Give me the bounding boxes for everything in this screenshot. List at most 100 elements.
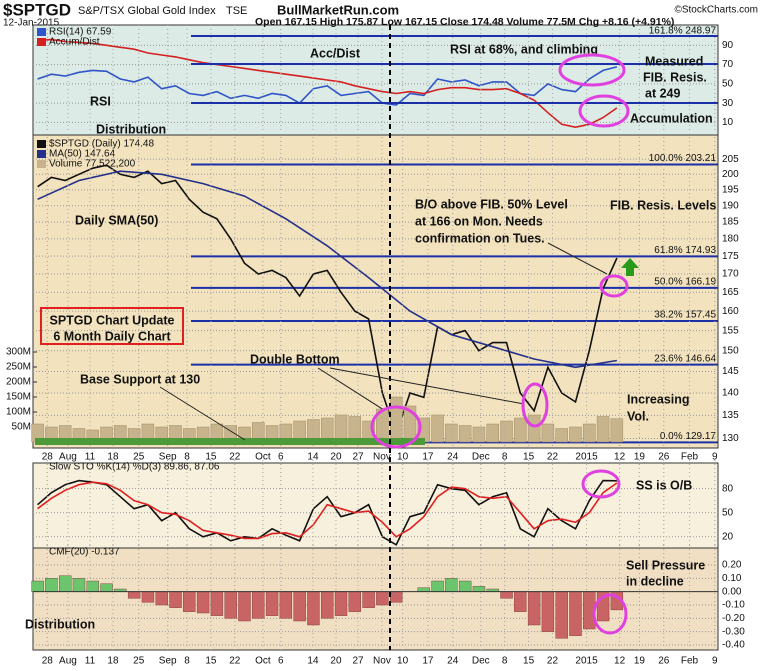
cmf-bar <box>252 591 265 619</box>
annotation: RSI <box>90 94 111 108</box>
y-tick-label: 80 <box>722 483 734 494</box>
volume-strip <box>35 438 425 445</box>
annotation: FIB. Resis. Levels <box>610 198 716 212</box>
y-tick-label: 130 <box>722 433 739 444</box>
cmf-bar <box>541 591 555 632</box>
volume-bar <box>334 414 348 443</box>
credit: ©StockCharts.com <box>674 5 758 16</box>
x-tick-label: 15 <box>523 452 535 463</box>
x-tick-label: Oct <box>255 656 271 667</box>
date: 12-Jan-2015 <box>3 18 60 29</box>
annotation: 6 Month Daily Chart <box>53 329 171 343</box>
x-tick-label: 18 <box>107 656 119 667</box>
x-tick-label: 26 <box>658 656 670 667</box>
series-line <box>37 479 617 546</box>
legend-entry: Accum/Dist <box>49 37 100 48</box>
cmf-bar <box>86 580 99 592</box>
x-tick-label: 8 <box>502 656 508 667</box>
x-tick-label: 2015 <box>575 452 598 463</box>
cmf-bar <box>169 591 182 608</box>
x-tick-label: Feb <box>681 656 699 667</box>
x-tick-label: 24 <box>447 452 459 463</box>
x-tick-label: Feb <box>681 452 699 463</box>
y-tick-label: 195 <box>722 184 739 195</box>
cmf-bar <box>265 591 279 616</box>
x-tick-label: 19 <box>634 452 646 463</box>
y-tick-label: 165 <box>722 287 739 298</box>
volume-bar <box>541 423 555 443</box>
y-tick-label: 70 <box>722 59 734 70</box>
cmf-bar <box>362 591 375 608</box>
cmf-bar <box>334 591 348 616</box>
x-tick-label: 15 <box>205 452 217 463</box>
y-tick-label: 170 <box>722 269 739 280</box>
x-tick-label: 27 <box>352 656 364 667</box>
x-tick-label: 26 <box>658 452 670 463</box>
x-tick-label: 20 <box>330 452 342 463</box>
y-tick-label: -0.10 <box>722 600 745 611</box>
cmf-bar <box>72 578 86 592</box>
fib-label: 0.0% 129.17 <box>660 431 717 442</box>
y-tick-label: 160 <box>722 306 739 317</box>
fib-label: 61.8% 174.93 <box>654 245 716 256</box>
x-tick-label: 10 <box>397 452 409 463</box>
y-tick-label: -0.30 <box>722 626 745 637</box>
y2-tick-label: 300M <box>6 347 31 358</box>
annotation: SPTGD Chart Update <box>49 313 174 327</box>
cmf-bar <box>527 591 541 626</box>
cmf-bar <box>458 580 472 592</box>
series-line <box>37 164 618 437</box>
volume-bar <box>389 396 403 443</box>
cmf-bar <box>224 591 237 619</box>
volume-bar <box>458 425 472 443</box>
cmf-bar <box>514 591 527 612</box>
legend-swatch <box>37 160 46 168</box>
arrows <box>159 242 608 441</box>
y-tick-label: 10 <box>722 117 734 128</box>
volume-bar <box>527 414 541 443</box>
x-tick-label: 18 <box>107 452 119 463</box>
y-tick-label: 135 <box>722 410 739 421</box>
legend-swatch <box>37 150 46 158</box>
x-tick-label: Aug <box>59 656 77 667</box>
x-tick-label: Sep <box>159 452 177 463</box>
annotation: confirmation on Tues. <box>415 231 545 245</box>
y-tick-label: 185 <box>722 217 739 228</box>
y-tick-label: 205 <box>722 154 739 165</box>
volume-bar <box>431 414 444 443</box>
cmf-bar <box>293 591 306 622</box>
x-tick-label: 12 <box>614 452 626 463</box>
highlights <box>370 53 630 635</box>
x-tick-label: 8 <box>184 452 190 463</box>
x-tick-label: Nov <box>373 656 391 667</box>
series-line <box>37 170 618 369</box>
y2-tick-label: 150M <box>6 392 31 403</box>
x-tick-label: Dec <box>472 656 490 667</box>
x-tick-label: Sep <box>159 656 177 667</box>
cmf-bar <box>307 591 320 626</box>
y-tick-label: 30 <box>722 98 734 109</box>
cmf-bar <box>127 591 141 599</box>
y-tick-label: 90 <box>722 40 734 51</box>
x-tick-label: 22 <box>229 656 241 667</box>
annotation: Double Bottom <box>250 352 340 366</box>
y-tick-label: 0.00 <box>722 586 742 597</box>
y-tick-label: 180 <box>722 234 739 245</box>
quote: Open 167.15 High 175.87 Low 167.15 Close… <box>255 16 674 28</box>
annotation: at 249 <box>645 86 680 100</box>
cmf-bar <box>238 591 251 622</box>
volume-bar <box>472 426 486 443</box>
annotation: Accumulation <box>630 111 713 125</box>
cmf-bar <box>196 591 210 614</box>
update-box <box>40 307 184 345</box>
annotation: Distribution <box>25 617 95 631</box>
cmf-bar <box>555 591 568 639</box>
x-tick-label: 24 <box>447 656 459 667</box>
cmf-bar <box>141 591 155 603</box>
y-tick-label: 0.10 <box>722 573 742 584</box>
cmf-bar <box>500 591 513 599</box>
price-panel <box>32 134 719 449</box>
y-tick-label: 140 <box>722 388 739 399</box>
volume-bar <box>583 423 596 443</box>
legend-entry: MA(50) 147.64 <box>49 149 116 160</box>
